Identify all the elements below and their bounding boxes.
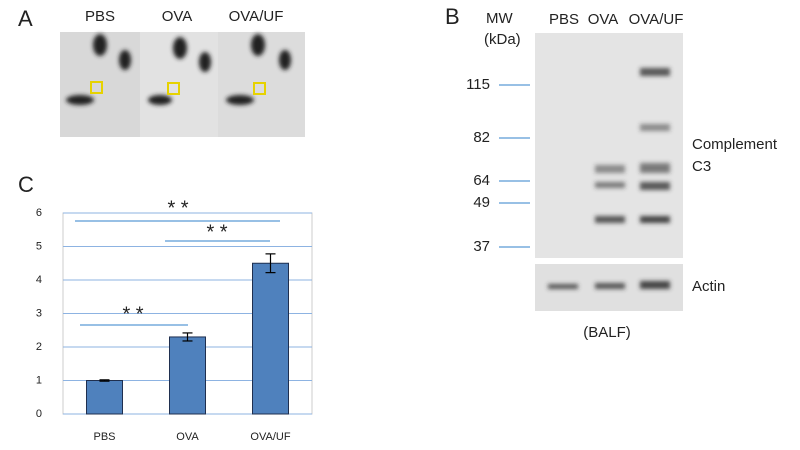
gel-spots (66, 34, 291, 105)
roi-box (90, 81, 103, 94)
mw-marker-label: 37 (473, 238, 490, 255)
x-tick-label: OVA (176, 431, 199, 443)
band-label: Actin (692, 278, 725, 295)
panel-label: B (445, 4, 460, 29)
y-tick-label: 0 (36, 408, 42, 420)
error-bar (99, 379, 110, 382)
lane-label: PBS (85, 8, 115, 25)
mw-marker-label: 82 (473, 129, 490, 146)
blot-c3 (535, 33, 683, 258)
lane-label: OVA (588, 11, 619, 28)
significance-label: * * (206, 221, 227, 243)
mw-marker-label: 64 (473, 172, 490, 189)
y-tick-label: 4 (36, 274, 42, 286)
error-bar (182, 332, 193, 342)
error-bar (265, 253, 276, 274)
lane-label: OVA/UF (629, 11, 684, 28)
bar (86, 380, 123, 415)
bar (169, 336, 206, 415)
y-tick-label: 5 (36, 240, 42, 252)
y-tick-label: 1 (36, 374, 42, 386)
sample-label: (BALF) (583, 324, 631, 341)
blot-bands (548, 68, 670, 289)
roi-box (253, 82, 266, 95)
bar (252, 262, 289, 415)
x-tick-label: OVA/UF (250, 431, 290, 443)
y-tick-label: 3 (36, 307, 42, 319)
lane-label: PBS (549, 11, 579, 28)
band-label: Complement (692, 136, 778, 153)
gel-images (60, 32, 305, 137)
x-tick-label: PBS (93, 431, 115, 443)
mw-marker-label: 115 (466, 76, 490, 93)
lane-label: OVA/UF (229, 8, 284, 25)
mw-header: MW (486, 10, 513, 27)
significance-label: * * (122, 303, 143, 325)
mw-unit: (kDa) (484, 31, 521, 48)
panel-label: C (18, 172, 34, 197)
mw-marker-label: 49 (473, 194, 490, 211)
significance-label: * * (167, 197, 188, 219)
y-tick-label: 2 (36, 341, 42, 353)
western-blot (535, 33, 683, 311)
y-tick-label: 6 (36, 207, 42, 219)
roi-box (167, 82, 180, 95)
band-label: C3 (692, 158, 711, 175)
lane-label: OVA (162, 8, 193, 25)
panel-label: A (18, 6, 33, 31)
